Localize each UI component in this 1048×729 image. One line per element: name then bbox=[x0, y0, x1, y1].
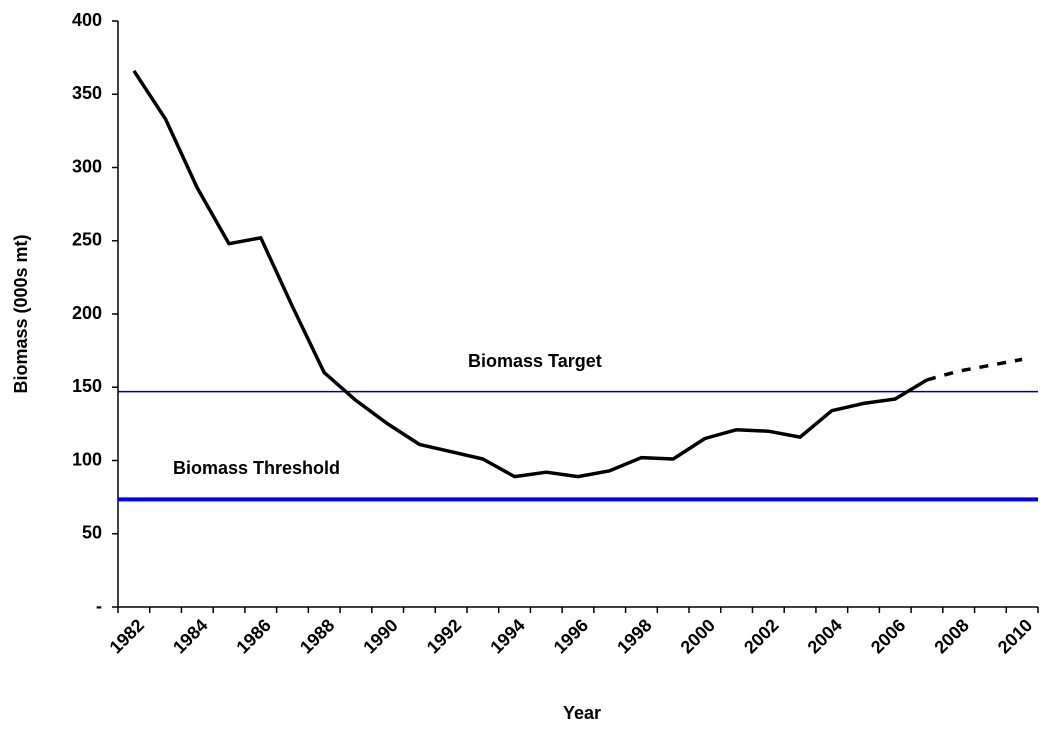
x-tick-label: 2008 bbox=[930, 615, 972, 657]
y-tick-label: 50 bbox=[82, 523, 102, 543]
x-tick-label: 1996 bbox=[550, 615, 592, 657]
y-tick-label: 350 bbox=[72, 83, 102, 103]
data-line bbox=[132, 69, 928, 479]
y-tick-label: 200 bbox=[72, 303, 102, 323]
y-tick-label: 100 bbox=[72, 449, 102, 469]
x-tick-label: 1984 bbox=[169, 615, 211, 657]
x-tick-label: 1988 bbox=[296, 615, 338, 657]
x-tick-label: 2006 bbox=[867, 615, 909, 657]
x-tick-label: 2000 bbox=[677, 615, 719, 657]
reference-label: Biomass Target bbox=[468, 351, 602, 371]
x-tick-label: 1992 bbox=[423, 615, 465, 657]
x-axis-label: Year bbox=[563, 703, 601, 723]
y-tick-label: 250 bbox=[72, 230, 102, 250]
y-tick-label: - bbox=[96, 596, 102, 616]
x-tick-label: 1998 bbox=[613, 615, 655, 657]
x-tick-label: 1982 bbox=[106, 615, 148, 657]
reference-label: Biomass Threshold bbox=[173, 458, 340, 478]
x-tick-label: 1986 bbox=[232, 615, 274, 657]
y-tick-label: 400 bbox=[72, 10, 102, 30]
data-line bbox=[926, 357, 1023, 382]
x-tick-label: 2010 bbox=[994, 615, 1036, 657]
x-tick-label: 2002 bbox=[740, 615, 782, 657]
y-tick-label: 150 bbox=[72, 376, 102, 396]
x-tick-label: 1990 bbox=[359, 615, 401, 657]
y-tick-label: 300 bbox=[72, 156, 102, 176]
x-tick-label: 1994 bbox=[486, 615, 528, 657]
x-tick-label: 2004 bbox=[804, 615, 846, 657]
y-axis-label: Biomass (000s mt) bbox=[11, 234, 31, 393]
